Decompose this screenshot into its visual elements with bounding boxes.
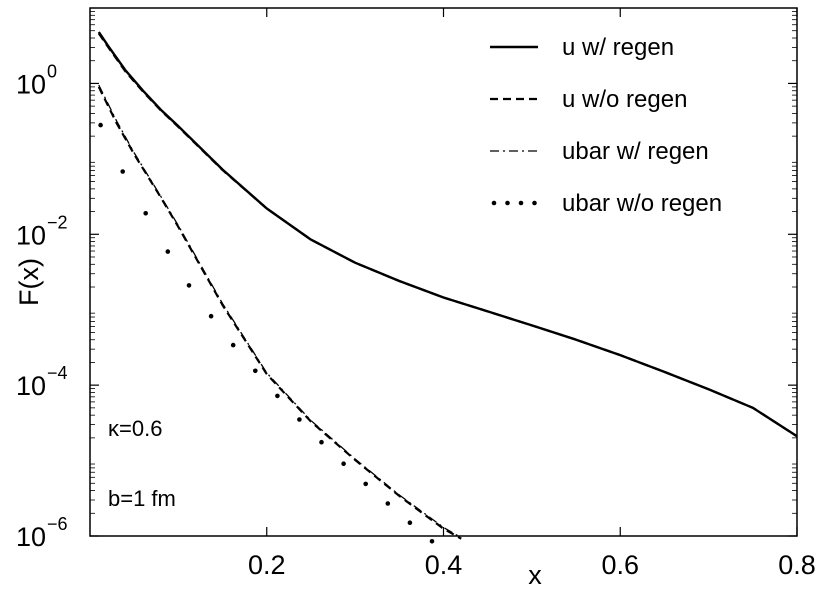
data-point bbox=[120, 169, 125, 174]
data-point bbox=[341, 461, 346, 467]
y-tick-base: 10 bbox=[16, 69, 46, 99]
y-tick-exponent: −4 bbox=[47, 363, 68, 383]
legend-swatch-dot bbox=[518, 200, 524, 206]
data-point bbox=[407, 520, 413, 525]
chart-curves bbox=[97, 31, 798, 544]
data-point bbox=[319, 439, 324, 445]
x-axis-label: x bbox=[528, 560, 542, 590]
plot-frame bbox=[89, 7, 798, 537]
y-tick-exponent: −2 bbox=[47, 212, 68, 232]
data-point bbox=[429, 539, 435, 544]
legend-item-u-w-o-regen: u w/o regen bbox=[490, 86, 687, 113]
legend-item-ubar-w-regen: ubar w/ regen bbox=[490, 138, 709, 165]
series-line-ubar-w-o-regen-dashed bbox=[97, 86, 462, 540]
legend-label: ubar w/ regen bbox=[562, 138, 709, 165]
y-tick-label: 10 −2 bbox=[16, 212, 68, 250]
data-point bbox=[230, 342, 236, 348]
legend-swatch-dot bbox=[491, 200, 497, 206]
y-tick-base: 10 bbox=[16, 522, 46, 552]
legend-label: u w/ regen bbox=[562, 34, 674, 61]
x-tick-label: 0.6 bbox=[601, 550, 639, 580]
series-ubar-w-o-regen-dotted bbox=[98, 122, 435, 544]
data-point bbox=[165, 249, 171, 254]
legend: u w/ regen u w/o regen ubar w/ regen ubar w… bbox=[490, 34, 722, 217]
y-tick-base: 10 bbox=[16, 371, 46, 401]
data-point bbox=[385, 501, 391, 506]
y-tick-label: 10 −4 bbox=[16, 363, 68, 401]
data-point bbox=[363, 481, 369, 487]
series-line-u-w-o-regen-dashed bbox=[97, 32, 798, 438]
y-axis-label: F(x) bbox=[14, 258, 44, 306]
data-point bbox=[253, 368, 258, 374]
legend-label: ubar w/o regen bbox=[562, 190, 722, 217]
x-tick-label: 0.2 bbox=[248, 550, 286, 580]
legend-item-u-w-regen: u w/ regen bbox=[490, 34, 674, 61]
axis-ticks bbox=[90, 8, 798, 537]
legend-swatch-dot bbox=[505, 200, 510, 206]
y-tick-exponent: 0 bbox=[47, 61, 57, 81]
y-tick-label: 10 0 bbox=[16, 61, 57, 99]
y-tick-exponent: −6 bbox=[47, 514, 68, 534]
data-point bbox=[297, 417, 302, 422]
series-line-ubar-w-regen-dashdot bbox=[98, 84, 462, 539]
legend-label: u w/o regen bbox=[562, 86, 687, 113]
data-point bbox=[208, 313, 214, 319]
data-point bbox=[275, 393, 280, 399]
legend-item-ubar-w-o-regen: ubar w/o regen bbox=[491, 190, 722, 217]
x-tick-label: 0.8 bbox=[778, 550, 816, 580]
annotation-kappa: κ=0.6 bbox=[108, 416, 162, 441]
y-tick-label: 10 −6 bbox=[16, 514, 68, 552]
data-point bbox=[186, 283, 192, 288]
series-line-u-w-regen-solid bbox=[97, 31, 798, 438]
y-tick-base: 10 bbox=[16, 220, 46, 250]
data-point bbox=[98, 122, 103, 128]
data-point bbox=[143, 211, 148, 216]
x-tick-label: 0.4 bbox=[425, 550, 463, 580]
legend-swatch-dot bbox=[532, 200, 537, 206]
annotation-impact-parameter: b=1 fm bbox=[108, 486, 176, 511]
